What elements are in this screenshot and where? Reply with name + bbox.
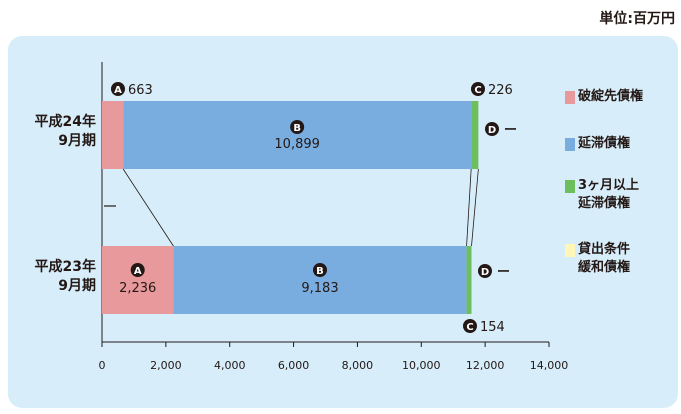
x-tick-label: 12,000 [466, 359, 505, 372]
badge-b-top-circle [290, 120, 305, 134]
data-label-b-top: 10,899 [274, 137, 320, 152]
badge-a-bottom-letter: A [134, 266, 142, 277]
data-label-a-bottom: 2,236 [119, 281, 156, 296]
legend-label-c: 3ヶ月以上 延滞債権 [578, 178, 640, 211]
badge-c-top-circle [471, 82, 485, 96]
badge-d-top-letter: D [488, 125, 496, 136]
bar-segment-b [123, 101, 472, 169]
category-label: 平成24年 [35, 113, 96, 130]
data-label-c-top: 226 [488, 83, 513, 98]
data-label-c-bottom: 154 [480, 320, 505, 335]
legend-label-d: 貸出条件 緩和債権 [578, 242, 631, 275]
bar-segment-a [102, 246, 174, 314]
legend-swatch-d [565, 244, 575, 257]
bar-segment-c [471, 101, 479, 169]
connector-line [122, 168, 174, 247]
badge-d-top-circle [485, 122, 499, 136]
bar-segment-c [466, 246, 472, 314]
data-label-d-top: ー [504, 123, 517, 138]
x-tick-label: 4,000 [214, 359, 246, 372]
connector-line [466, 168, 472, 247]
category-label: 9月期 [58, 278, 96, 294]
badge-c-bottom-letter: C [466, 322, 473, 333]
data-label-d-bottom: ー [497, 265, 510, 280]
badge-c-bottom-circle [463, 319, 477, 333]
x-tick-label: 0 [99, 359, 106, 372]
badge-a-top-circle [111, 82, 125, 96]
category-label: 平成23年 [35, 258, 96, 275]
x-tick-label: 8,000 [342, 359, 374, 372]
badge-b-bottom-letter: B [316, 266, 324, 277]
legend-swatch-c [565, 180, 575, 193]
data-label-b-bottom: 9,183 [301, 281, 338, 296]
badge-d-bottom-letter: D [481, 267, 489, 278]
badge-d-bottom-circle [478, 264, 492, 278]
x-tick-label: 6,000 [278, 359, 310, 372]
bar-segment-b [173, 246, 467, 314]
badge-b-bottom-circle [312, 263, 327, 277]
badge-c-top-letter: C [474, 85, 481, 96]
x-tick-label: 14,000 [530, 359, 569, 372]
legend-label-a: 破綻先債権 [578, 89, 644, 104]
x-tick-label: 10,000 [402, 359, 441, 372]
legend-swatch-a [565, 91, 575, 104]
x-tick-label: 2,000 [150, 359, 182, 372]
category-label: 9月期 [58, 133, 96, 149]
data-label-a-top: 663 [128, 83, 153, 98]
legend-swatch-b [565, 138, 575, 151]
badge-b-top-letter: B [293, 123, 301, 134]
legend-label-b: 延滞債権 [578, 136, 631, 151]
connector-line [471, 168, 479, 247]
bar-segment-a [102, 101, 124, 169]
badge-a-top-letter: A [114, 85, 122, 96]
badge-a-bottom-circle [130, 263, 145, 277]
unit-label: 単位:百万円 [599, 11, 675, 27]
